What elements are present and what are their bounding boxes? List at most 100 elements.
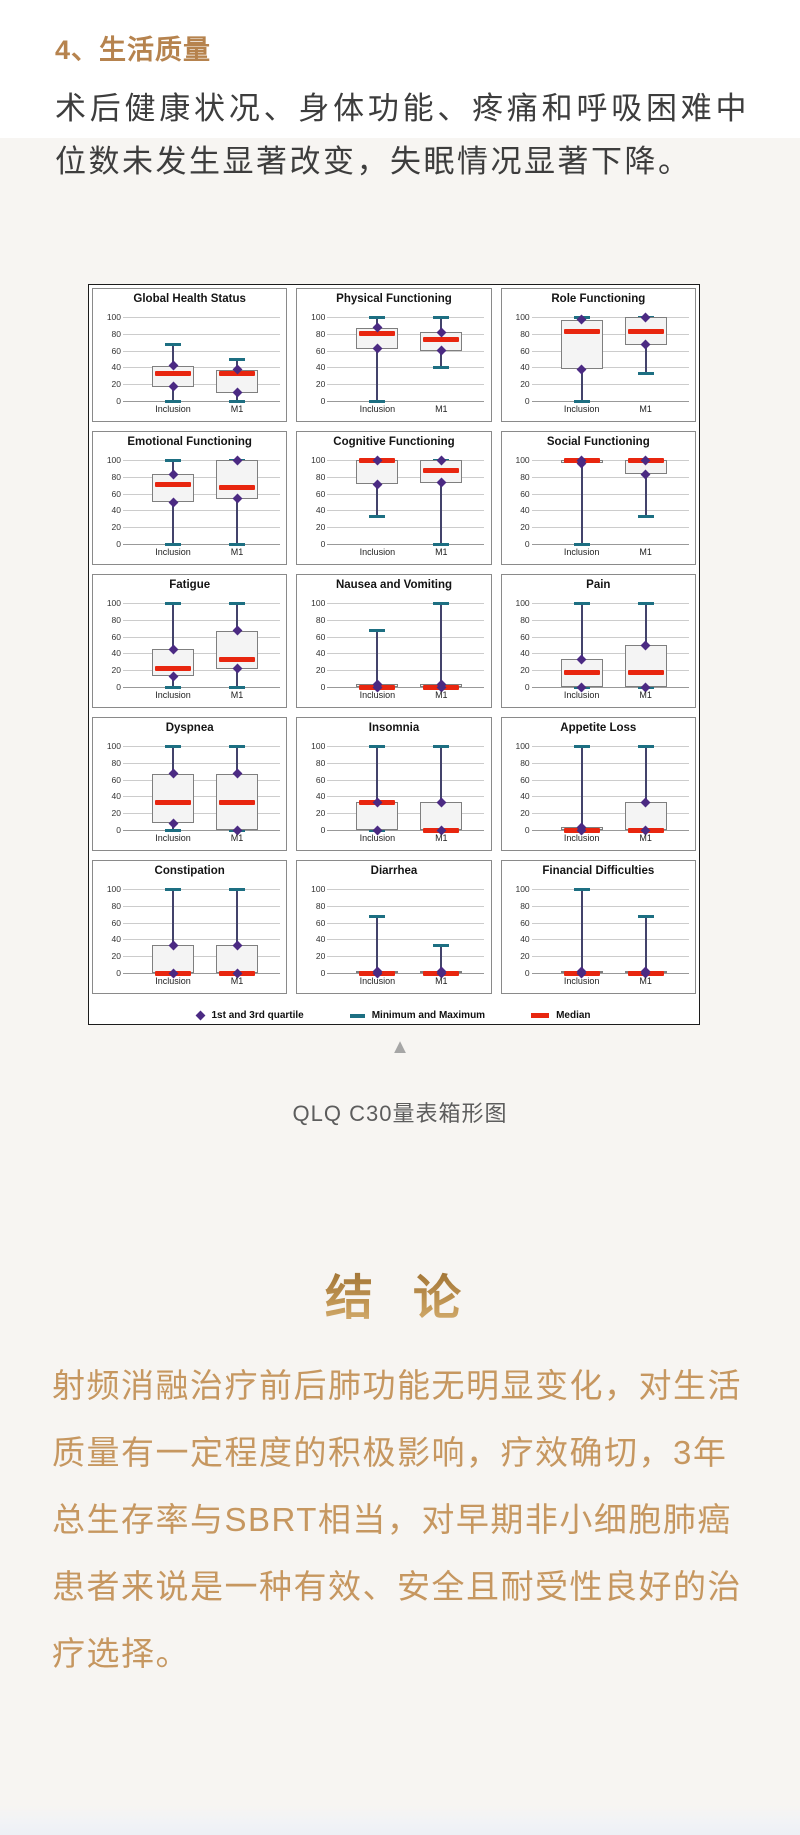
x-category-label: Inclusion: [359, 690, 396, 700]
top-background: [0, 0, 800, 138]
gridline: [327, 476, 485, 478]
gridline: [531, 527, 689, 529]
figure-caption: QLQ C30量表箱形图: [292, 1101, 508, 1126]
legend-item: Minimum and Maximum: [349, 1010, 485, 1021]
gridline: [123, 796, 280, 798]
gridline: [123, 973, 280, 974]
whisker-cap: [165, 744, 181, 748]
y-tick-label: 40: [315, 791, 326, 802]
section-paragraph: 术后健康状况、身体功能、疼痛和呼吸困难中位数未发生显著改变，失眠情况显著下降。: [55, 91, 749, 179]
gridline: [327, 493, 485, 495]
whisker-cap: [573, 542, 590, 546]
y-tick-label: 100: [515, 312, 530, 322]
y-tick-label: 0: [116, 396, 121, 406]
y-tick-label: 40: [111, 648, 121, 659]
y-tick-label: 80: [520, 471, 530, 482]
y-tick-label: 40: [315, 362, 326, 373]
gridline: [327, 544, 485, 545]
figure-image[interactable]: Global Health Status 100 80 60 40 20 0 Inclusio…: [88, 284, 700, 1025]
dash-legend-marker: [349, 1013, 365, 1018]
gridline: [123, 476, 280, 478]
collapse-arrow-icon[interactable]: ▲: [390, 1036, 410, 1058]
panel-title: Global Health Status: [133, 293, 246, 305]
y-tick-label: 80: [315, 757, 326, 768]
y-tick-label: 100: [106, 884, 121, 894]
gridline: [327, 939, 485, 941]
y-tick-label: 20: [520, 379, 530, 390]
y-tick-label: 60: [111, 631, 121, 642]
bottom-divider: [0, 1805, 800, 1835]
gridline: [531, 973, 689, 974]
y-tick-label: 80: [315, 328, 326, 339]
x-category-label: M1: [435, 404, 448, 414]
x-category-label: M1: [639, 547, 652, 557]
y-tick-label: 60: [111, 774, 121, 785]
gridline: [123, 653, 280, 655]
x-category-label: Inclusion: [359, 404, 396, 414]
whisker-line: [376, 746, 379, 830]
gridline: [531, 333, 689, 335]
y-tick-label: 0: [524, 968, 530, 978]
panel-title: Pain: [586, 579, 611, 591]
whisker-cap: [637, 514, 654, 518]
gridline: [123, 922, 280, 924]
y-tick-label: 80: [520, 614, 530, 625]
boxplot-panel: Physical Functioning 100 80 60 40 20 0 Inclusio…: [296, 288, 492, 422]
legend-label: Median: [556, 1010, 591, 1021]
y-tick-label: 100: [106, 598, 121, 608]
gridline: [123, 670, 280, 672]
whisker-cap: [573, 399, 590, 403]
y-tick-label: 20: [111, 665, 121, 676]
whisker-cap: [369, 514, 386, 518]
whisker-cap: [369, 629, 386, 633]
boxplot-panel: Dyspnea 100 80 60 40 20 0 Inclusion M1: [92, 717, 288, 851]
gridline: [327, 670, 485, 672]
gridline: [123, 813, 280, 815]
y-tick-label: 0: [524, 396, 530, 406]
x-category-label: Inclusion: [155, 547, 191, 557]
y-tick-label: 80: [111, 757, 121, 768]
iqr-box: [560, 319, 603, 370]
gridline: [327, 460, 485, 461]
y-tick-label: 100: [311, 741, 326, 751]
whisker-cap: [433, 315, 450, 319]
gridline: [531, 779, 689, 781]
whisker-cap: [165, 601, 181, 605]
whisker-cap: [165, 828, 181, 832]
y-tick-label: 40: [520, 648, 530, 659]
y-tick-label: 60: [520, 345, 530, 356]
whisker-line: [644, 460, 647, 517]
boxplot-panel: Constipation 100 80 60 40 20 0 Inclusion M1: [92, 860, 288, 994]
y-tick-label: 80: [315, 471, 326, 482]
x-category-label: Inclusion: [359, 976, 396, 986]
gridline: [123, 350, 280, 352]
x-category-label: Inclusion: [155, 404, 191, 414]
whisker-line: [580, 460, 583, 544]
whisker-line: [440, 746, 443, 830]
gridline: [531, 956, 689, 958]
gridline: [531, 922, 689, 924]
gridline: [531, 830, 689, 831]
whisker-cap: [165, 685, 181, 689]
whisker-cap: [369, 744, 386, 748]
y-tick-label: 60: [111, 345, 121, 356]
gridline: [123, 384, 280, 386]
gridline: [123, 544, 280, 545]
whisker-cap: [637, 371, 654, 375]
median-line: [219, 656, 255, 662]
panel-title: Nausea and Vomiting: [335, 579, 453, 591]
boxplot-panel: Insomnia 100 80 60 40 20 0 Inclusion M1: [296, 717, 492, 851]
gridline: [531, 653, 689, 655]
gridline: [123, 510, 280, 512]
whisker-cap: [433, 542, 450, 546]
y-tick-label: 20: [520, 951, 530, 962]
y-tick-label: 60: [315, 774, 326, 785]
y-tick-label: 40: [520, 934, 530, 945]
whisker-line: [376, 317, 379, 401]
iqr-box: [624, 645, 667, 687]
gridline: [123, 779, 280, 781]
whisker-cap: [229, 744, 245, 748]
median-line: [627, 670, 664, 676]
whisker-cap: [165, 887, 181, 891]
y-tick-label: 40: [520, 505, 530, 516]
